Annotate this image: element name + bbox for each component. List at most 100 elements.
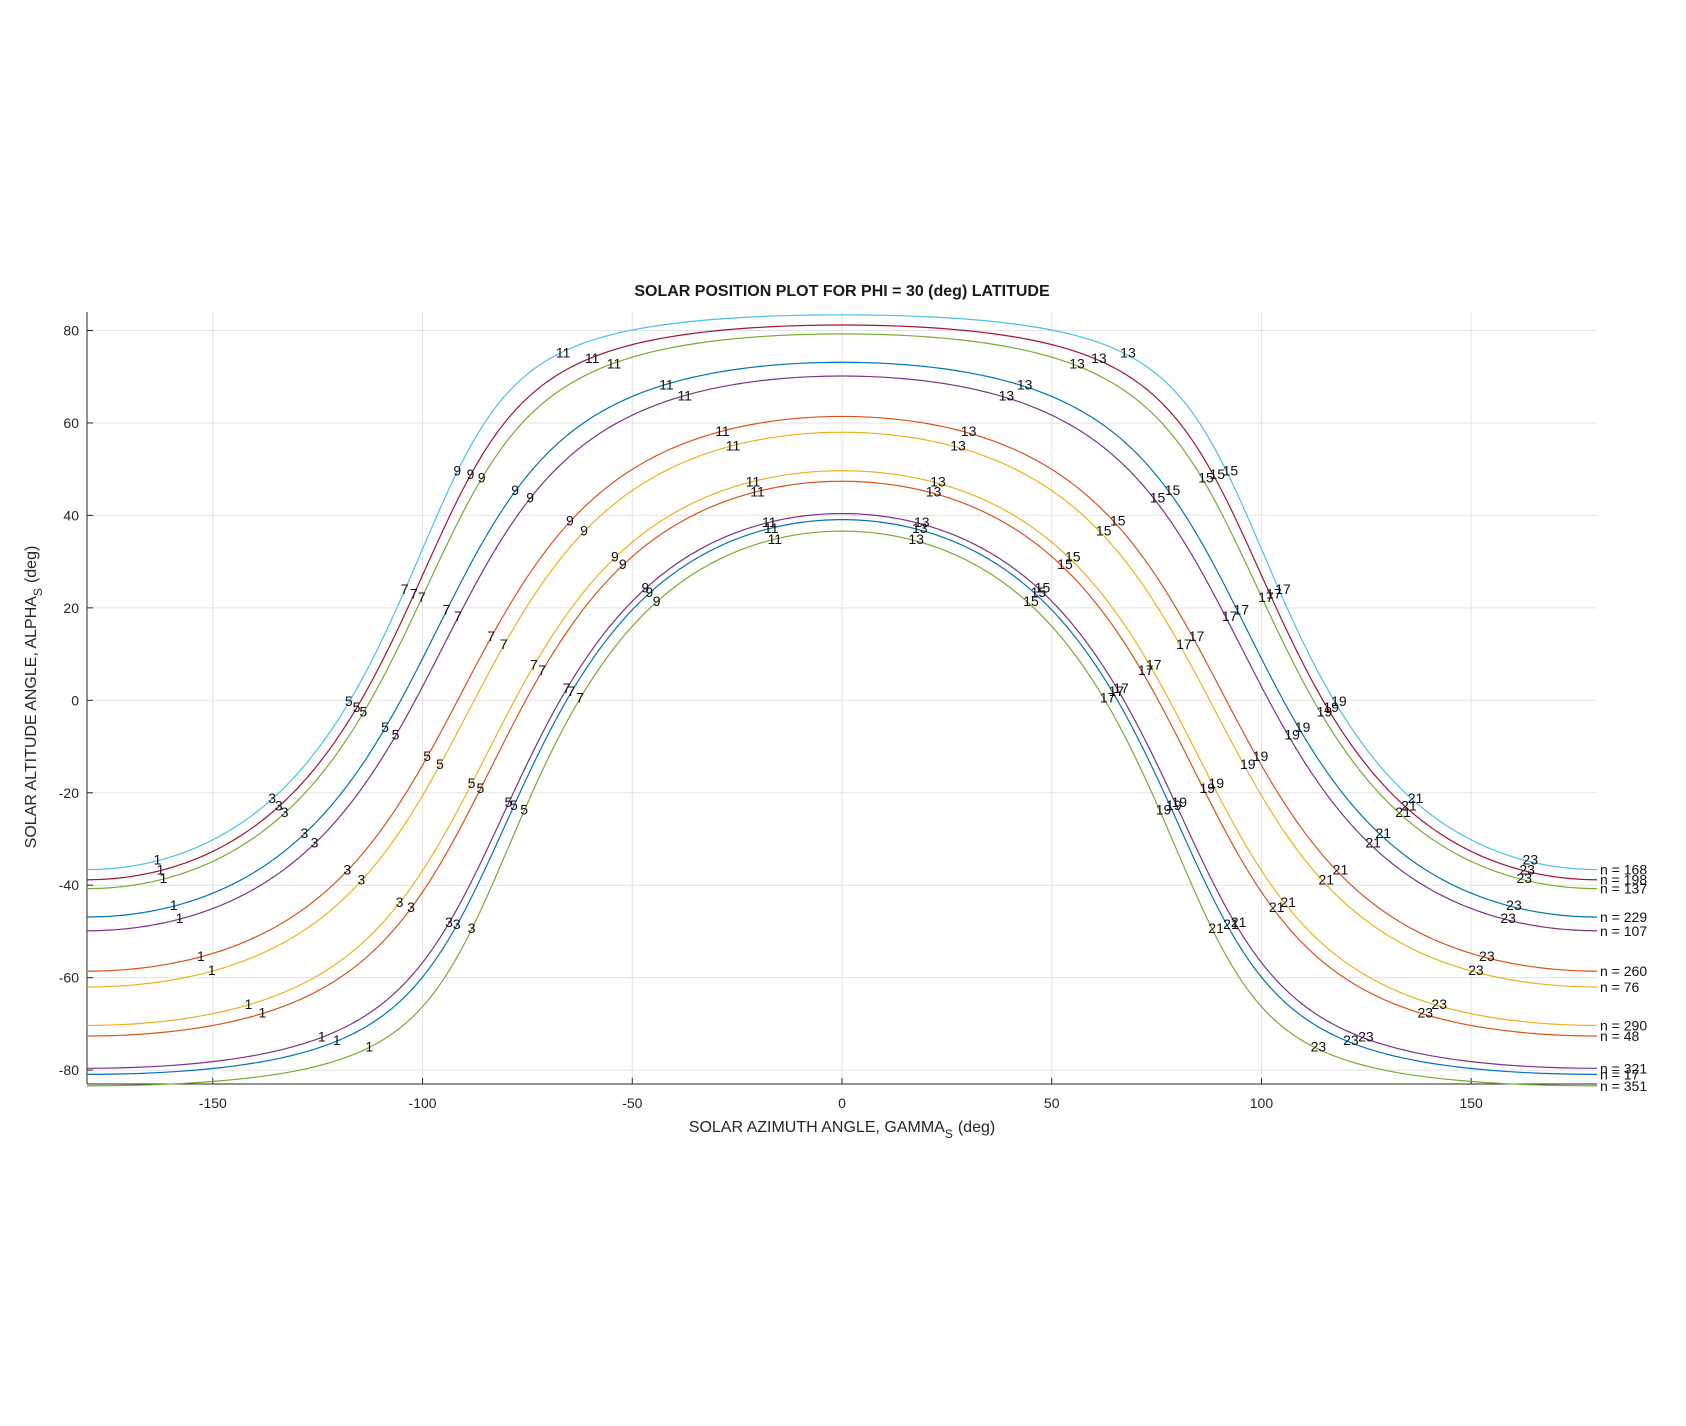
day-label: n = 17 (1600, 1066, 1640, 1082)
day-label: n = 48 (1600, 1028, 1640, 1044)
hour-label: 9 (619, 556, 627, 572)
hour-label: 1 (176, 910, 184, 926)
hour-label: 11 (607, 355, 622, 371)
hour-label: 7 (401, 581, 409, 597)
hour-label: 3 (275, 798, 283, 814)
hour-label: 3 (281, 804, 289, 820)
hour-label: 21 (1269, 899, 1285, 915)
hour-label: 19 (1166, 797, 1182, 813)
hour-label: 15 (1209, 466, 1225, 482)
hour-label: 3 (468, 920, 476, 936)
day-label: n = 168 (1600, 862, 1647, 878)
hour-label: 19 (1331, 693, 1347, 709)
x-tick-label: -100 (409, 1095, 437, 1111)
hour-label: 13 (961, 423, 977, 439)
hour-label: 3 (358, 872, 366, 888)
hour-label: 23 (1523, 852, 1539, 868)
hour-label: 9 (478, 469, 486, 485)
hour-label: 21 (1231, 914, 1247, 930)
day-label: n = 229 (1600, 909, 1647, 925)
hour-label: 11 (762, 514, 777, 530)
hour-label: 7 (410, 585, 418, 601)
series-curve (86, 415, 1598, 972)
day-label: n = 198 (1600, 872, 1647, 888)
hour-label: 1 (258, 1004, 266, 1020)
series-curve (86, 324, 1598, 881)
hour-label: 11 (715, 423, 730, 439)
hour-label: 5 (436, 756, 444, 772)
hour-label: 21 (1318, 872, 1334, 888)
x-tick-label: 150 (1459, 1095, 1483, 1111)
hour-label: 9 (566, 513, 574, 529)
hour-label: 15 (1096, 523, 1112, 539)
x-axis-label-subscript: S (945, 1127, 953, 1141)
hour-label: 13 (1120, 344, 1136, 360)
x-tick-label: 50 (1044, 1095, 1060, 1111)
hour-label: 13 (999, 388, 1015, 404)
day-label: n = 321 (1600, 1060, 1647, 1076)
x-axis-label-unit: (deg) (958, 1119, 995, 1136)
hour-label: 17 (1275, 581, 1291, 597)
hour-label: 1 (197, 948, 205, 964)
hour-label: 23 (1343, 1032, 1359, 1048)
hour-label: 15 (1165, 482, 1181, 498)
y-tick-label: -80 (59, 1062, 79, 1078)
x-axis-label: SOLAR AZIMUTH ANGLE, GAMMAS (deg) (689, 1119, 995, 1141)
hour-label: 15 (1031, 584, 1047, 600)
hour-label: 9 (645, 584, 653, 600)
hour-label: 15 (1035, 580, 1051, 596)
series-curve (86, 470, 1598, 1027)
hour-label: 7 (443, 602, 451, 618)
hour-label: 7 (567, 683, 575, 699)
hour-label: 7 (538, 662, 546, 678)
y-axis-label-main: SOLAR ALTITUDE ANGLE, ALPHA (23, 596, 40, 849)
hour-label: 1 (333, 1032, 341, 1048)
hour-label: 3 (300, 825, 308, 841)
hour-label: 15 (1198, 469, 1214, 485)
hour-label: 21 (1208, 920, 1224, 936)
series-curve (86, 530, 1598, 1087)
hour-label: 21 (1365, 835, 1381, 851)
hour-label: 9 (580, 523, 588, 539)
hour-label: 23 (1519, 862, 1535, 878)
hour-label: 23 (1506, 897, 1522, 913)
hour-label: 23 (1468, 962, 1484, 978)
y-ticks: -80 -60 -40 -20 0 20 40 60 80 (59, 322, 93, 1078)
day-label: n = 351 (1600, 1078, 1647, 1094)
hour-label: 15 (1065, 549, 1081, 565)
day-label: n = 260 (1600, 963, 1647, 979)
hour-label: 19 (1253, 748, 1269, 764)
hour-label: 9 (611, 549, 619, 565)
hour-label: 21 (1401, 798, 1417, 814)
x-ticks: -150 -100 -50 0 50 100 150 (199, 1078, 1483, 1111)
hour-label: 9 (653, 593, 661, 609)
hour-label: 11 (726, 437, 741, 453)
hour-label: 11 (677, 388, 692, 404)
hour-label: 17 (1176, 636, 1192, 652)
hour-label: 17 (1233, 602, 1249, 618)
hour-label: 11 (764, 520, 779, 536)
x-tick-label: -150 (199, 1095, 227, 1111)
hour-label: 1 (365, 1038, 373, 1054)
hour-label: 21 (1395, 804, 1411, 820)
hour-label: 15 (1150, 489, 1166, 505)
hour-label: 5 (345, 693, 353, 709)
hour-label: 13 (912, 520, 928, 536)
x-axis-label-main: SOLAR AZIMUTH ANGLE, GAMMA (689, 1119, 945, 1136)
hour-label: 17 (1113, 680, 1129, 696)
hour-label: 5 (505, 794, 513, 810)
hour-label: 1 (170, 897, 178, 913)
y-tick-label: -20 (59, 785, 79, 801)
hour-label: 7 (563, 680, 571, 696)
hour-label: 19 (1171, 794, 1187, 810)
hour-label: 7 (487, 628, 495, 644)
hour-label: 7 (500, 636, 508, 652)
hour-label: 5 (423, 748, 431, 764)
hour-label: 15 (1110, 513, 1126, 529)
hour-label: 11 (768, 531, 783, 547)
hour-label: 3 (396, 894, 404, 910)
day-label: n = 137 (1600, 881, 1647, 897)
hour-label: 3 (453, 916, 461, 932)
hour-label: 5 (510, 797, 518, 813)
